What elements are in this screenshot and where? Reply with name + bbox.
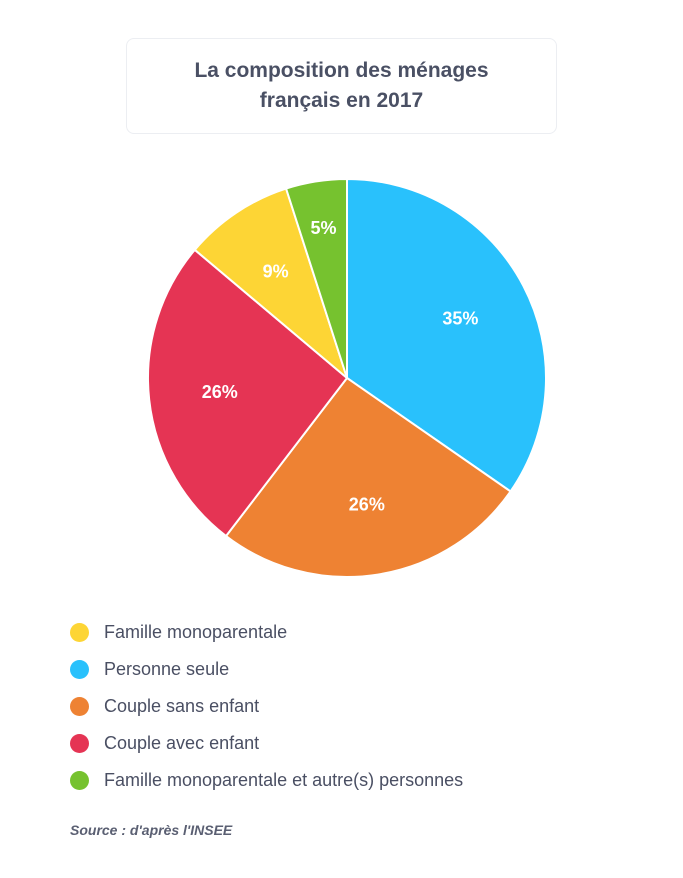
legend-item: Personne seule [70, 651, 463, 688]
legend-swatch-famille-monoparentale [70, 623, 89, 642]
legend-item: Couple sans enfant [70, 688, 463, 725]
legend-label: Personne seule [104, 659, 230, 679]
pie-chart: 35% 26% 26% 9% 5% [147, 178, 547, 578]
chart-title-line-2: français en 2017 [259, 89, 424, 112]
pie-slice-label: 5% [310, 218, 336, 238]
legend: Famille monoparentale Personne seule Cou… [70, 614, 463, 799]
pie-slice-label: 35% [442, 309, 478, 329]
legend-label: Couple sans enfant [104, 696, 260, 716]
legend-item: Famille monoparentale et autre(s) person… [70, 762, 463, 799]
legend-swatch-couple-avec-enfant [70, 734, 89, 753]
pie-slice-personne-seule [346, 178, 547, 493]
legend-item: Famille monoparentale [70, 614, 463, 651]
pie-slice-famille-monoparentale [193, 187, 348, 379]
legend-swatch-famille-monoparentale-autres [70, 771, 89, 790]
legend-label: Famille monoparentale [104, 622, 288, 642]
pie-slice-couple-avec-enfant [147, 248, 348, 538]
legend-item: Couple avec enfant [70, 725, 463, 762]
legend-label: Couple avec enfant [104, 733, 260, 753]
pie-slice-label: 26% [349, 494, 385, 514]
pie-slice-label: 9% [263, 262, 289, 282]
pie-slice-label: 26% [202, 382, 238, 402]
source-note: Source : d'après l'INSEE [70, 822, 233, 838]
chart-title-line-1: La composition des ménages [194, 59, 489, 82]
pie-slice-famille-monoparentale-et-autre-s-personnes [285, 178, 348, 379]
pie-slice-couple-sans-enfant [225, 377, 512, 578]
chart-title-box: La composition des ménages français en 2… [126, 38, 557, 134]
legend-label: Famille monoparentale et autre(s) person… [104, 770, 464, 790]
legend-swatch-personne-seule [70, 660, 89, 679]
legend-swatch-couple-sans-enfant [70, 697, 89, 716]
